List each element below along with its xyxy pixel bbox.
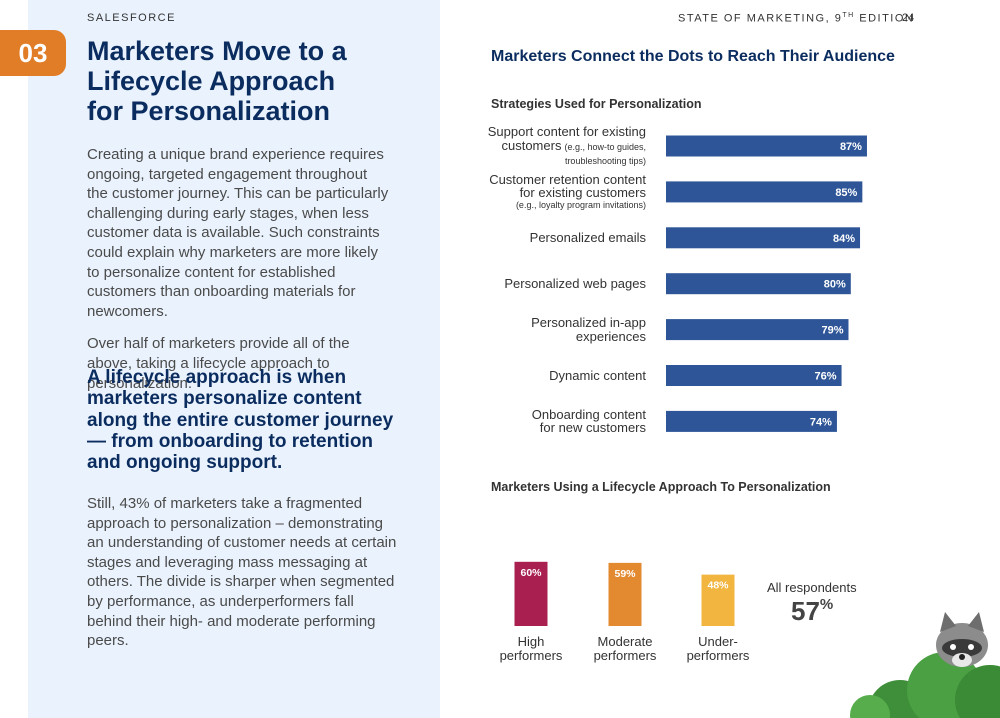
title-line: Lifecycle Approach xyxy=(87,66,336,96)
category-label: High performers xyxy=(499,634,563,663)
category-text: Customer retention content for existing … xyxy=(489,171,646,201)
chart-title: Marketers Using a Lifecycle Approach To … xyxy=(491,480,831,494)
page-number: 24 xyxy=(902,12,915,24)
brand: SALESFORCE xyxy=(87,12,176,24)
bar xyxy=(514,561,548,626)
bar xyxy=(666,181,863,203)
edition-text: STATE OF MARKETING, 9 xyxy=(678,12,843,25)
category-note: (e.g., loyalty program invitations) xyxy=(515,199,646,210)
category-text: Support content for existing customers xyxy=(487,124,646,153)
title-line: Marketers Move to a xyxy=(87,36,347,66)
bar xyxy=(701,574,735,626)
value-label: 85% xyxy=(835,187,857,199)
value-label: 74% xyxy=(810,416,832,428)
value-label: 84% xyxy=(833,233,855,245)
category-label: Moderate performers xyxy=(593,634,657,663)
section-title: Marketers Move to a Lifecycle Approach for… xyxy=(87,36,347,126)
value-label: 87% xyxy=(840,141,862,153)
value-label: 80% xyxy=(824,279,846,291)
category-label: Customer retention content for existing … xyxy=(484,173,646,211)
bar xyxy=(666,319,849,341)
value-label: 76% xyxy=(815,371,837,383)
category-label: Personalized web pages xyxy=(446,275,646,291)
category-label: Personalized emails xyxy=(446,231,646,245)
closing: Still, 43% of marketers take a fragmente… xyxy=(87,495,397,650)
category-note: (e.g., how-to guides, troubleshooting ti… xyxy=(564,141,646,166)
title-line: for Personalization xyxy=(87,96,331,126)
edition: STATE OF MARKETING, 9TH EDITION xyxy=(678,12,914,25)
category-label: Under-performers xyxy=(686,634,750,663)
category-label: Support content for existing customers (e… xyxy=(484,125,646,167)
paragraphs: Creating a unique brand experience requi… xyxy=(87,145,389,406)
total-number: 57 xyxy=(791,596,820,626)
bar xyxy=(666,410,837,432)
value-label: 79% xyxy=(821,325,843,337)
edition-rest: EDITION xyxy=(859,12,915,25)
quote: A lifecycle approach is when marketers p… xyxy=(87,367,394,474)
chart-title: Strategies Used for Personalization xyxy=(491,97,702,111)
bar xyxy=(666,135,867,157)
value-label: 59% xyxy=(614,568,636,580)
value-label: 48% xyxy=(707,580,729,592)
category-text: Personalized emails xyxy=(529,229,646,245)
value-label: 60% xyxy=(520,567,542,579)
paragraph: Over half of marketers provide all of th… xyxy=(87,335,350,392)
category-text: Personalized web pages xyxy=(504,275,646,291)
edition-sup: TH xyxy=(842,12,855,19)
section-tab: 03 xyxy=(0,30,66,76)
panel-title: Marketers Connect the Dots to Reach Thei… xyxy=(491,48,895,65)
category-text: Onboarding content for new customers xyxy=(531,406,646,436)
bar xyxy=(666,273,851,295)
category-text: Dynamic content xyxy=(549,367,646,383)
left-panel xyxy=(28,0,440,718)
category-label: Dynamic content xyxy=(446,367,646,383)
bar xyxy=(666,365,842,386)
category-label: Onboarding content for new customers xyxy=(526,408,646,435)
paragraph: Creating a unique brand experience requi… xyxy=(87,146,389,320)
category-label: Personalized in-app experiences xyxy=(528,316,646,343)
bar xyxy=(608,562,642,626)
total-unit: % xyxy=(819,596,834,613)
total-value: 57% xyxy=(791,596,833,627)
illustration xyxy=(850,612,1000,718)
bar xyxy=(666,227,861,249)
total-label: All respondents xyxy=(767,580,857,595)
category-text: Personalized in-app experiences xyxy=(531,315,646,344)
